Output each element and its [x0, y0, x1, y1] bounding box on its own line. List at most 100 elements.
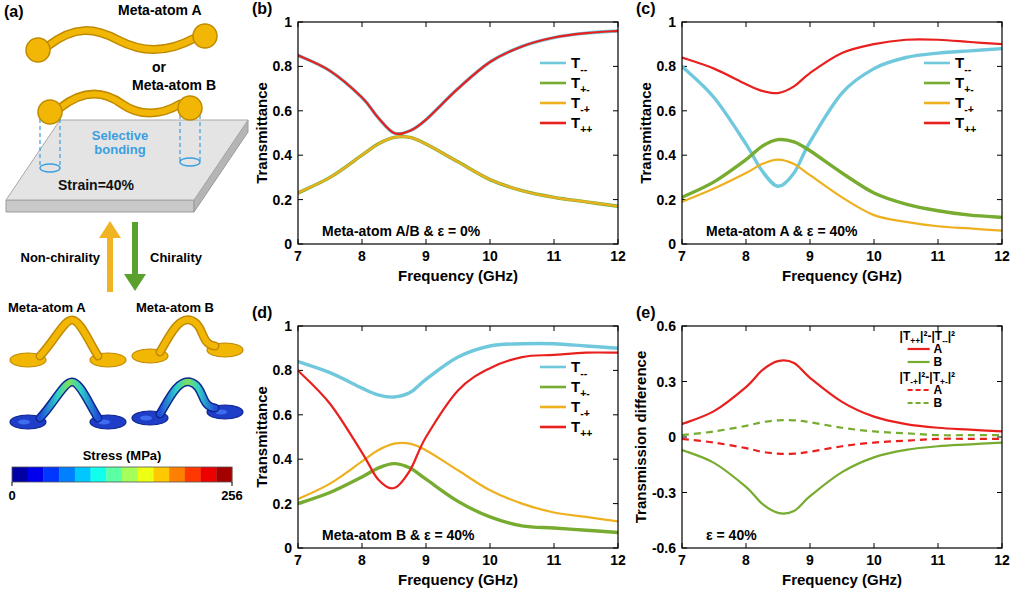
legend: T--T+-T-+T++: [540, 358, 592, 439]
arrow-label: Chirality: [150, 250, 203, 265]
subscript: ++: [910, 336, 920, 346]
x-tick-label: 8: [358, 248, 366, 264]
y-tick: [298, 459, 303, 460]
deformed-ribbon: [40, 320, 98, 356]
y-tick: [682, 110, 687, 111]
y-tick-label: 0.4: [273, 451, 293, 467]
text-part: T: [955, 54, 964, 71]
y-tick-label: -0.3: [652, 485, 676, 501]
y-tick: [613, 66, 618, 67]
legend-title: |T-+|²-|T+-|²: [900, 370, 956, 387]
panel-a: (a)Meta-atom AorMeta-atom BSelectivebond…: [4, 2, 248, 503]
x-tick: [490, 326, 491, 331]
colorbar-segment: [122, 467, 138, 482]
y-tick-label: 0: [284, 236, 292, 252]
data-line: [298, 352, 618, 488]
legend-swatch: [540, 366, 566, 369]
x-tick: [938, 543, 939, 548]
series-group: [298, 343, 618, 532]
y-tick-label: 0.8: [657, 58, 677, 74]
x-tick: [490, 543, 491, 548]
y-tick-label: 0.2: [273, 496, 293, 512]
x-tick: [426, 543, 427, 548]
x-tick: [554, 326, 555, 331]
annotation: ε = 40%: [706, 527, 757, 543]
atom-label: Meta-atom A: [8, 300, 86, 315]
x-tick-label: 9: [422, 552, 430, 568]
atom-label: Meta-atom A: [118, 2, 202, 18]
x-tick: [874, 239, 875, 244]
legend-swatch: [908, 348, 930, 350]
y-tick-label: 0: [668, 429, 676, 445]
data-line: [298, 137, 618, 207]
annotation: Meta-atom B & ε = 40%: [322, 527, 475, 543]
legend-label: T+-: [955, 74, 974, 95]
x-axis-title: Frequency (GHz): [398, 571, 518, 588]
text-part: T: [571, 398, 580, 415]
y-tick-label: 1: [284, 318, 292, 334]
text-part: T: [571, 94, 580, 111]
legend-title: |T++|²-|T--|²: [900, 329, 956, 346]
legend-swatch: [924, 102, 950, 105]
x-tick: [362, 543, 363, 548]
x-tick-label: 9: [806, 248, 814, 264]
legend-label: T-+: [571, 398, 590, 419]
x-tick: [938, 239, 939, 244]
x-tick-label: 8: [742, 552, 750, 568]
x-axis-title: Frequency (GHz): [782, 267, 902, 284]
colorbar-segment: [185, 467, 201, 482]
data-line: [682, 420, 1002, 435]
deformed-ribbon: [160, 320, 215, 352]
data-line: [682, 49, 1002, 187]
legend-swatch: [540, 122, 566, 125]
y-tick: [613, 414, 618, 415]
panel-label: (e): [636, 304, 656, 321]
subscript: +-: [580, 83, 590, 95]
x-tick: [874, 543, 875, 548]
x-tick-label: 11: [547, 248, 562, 264]
y-tick-label: 0: [668, 236, 676, 252]
legend-label: T--: [571, 54, 588, 75]
colorbar-segment: [59, 467, 75, 482]
x-tick-label: 9: [806, 552, 814, 568]
x-tick-label: 10: [866, 248, 882, 264]
x-axis-title: Frequency (GHz): [782, 571, 902, 588]
chart-panel: 789101112-0.6-0.300.30.6Frequency (GHz)T…: [632, 304, 1010, 588]
x-tick: [810, 543, 811, 548]
data-line: [298, 31, 618, 134]
meta-atom-pad: [178, 96, 202, 120]
text-part: T: [955, 94, 964, 111]
data-line: [682, 360, 1002, 431]
text-part: |²-|: [920, 329, 935, 343]
x-tick-label: 8: [742, 248, 750, 264]
y-tick: [682, 155, 687, 156]
colorbar-tick-label: 0: [8, 488, 15, 503]
y-tick-label: 1: [668, 14, 676, 30]
deformed-ribbon: [160, 382, 215, 414]
x-tick: [554, 543, 555, 548]
y-tick: [682, 492, 687, 493]
y-axis-title: Transmittance: [253, 82, 270, 184]
subscript: ++: [580, 123, 592, 135]
chart-panel: 78910111200.20.40.60.81Frequency (GHz)Tr…: [636, 0, 1010, 284]
x-tick-label: 7: [294, 248, 302, 264]
colorbar-segment: [169, 467, 185, 482]
y-tick: [298, 155, 303, 156]
atom-label: Meta-atom B: [136, 300, 214, 315]
legend: T--T+-T-+T++: [540, 54, 592, 135]
subscript: ++: [964, 123, 976, 135]
panel-label: (d): [252, 304, 272, 321]
x-tick: [874, 22, 875, 27]
panel-label: (b): [252, 0, 272, 17]
substrate: [6, 200, 194, 212]
y-tick: [298, 66, 303, 67]
x-tick: [362, 326, 363, 331]
arrow: [107, 234, 113, 292]
series-group: [682, 360, 1002, 513]
x-tick-label: 7: [678, 248, 686, 264]
colorbar-tick-label: 256: [221, 488, 243, 503]
legend-label: T-+: [955, 94, 974, 115]
subscript: ++: [580, 427, 592, 439]
y-tick: [298, 110, 303, 111]
arrow-head: [124, 274, 146, 291]
